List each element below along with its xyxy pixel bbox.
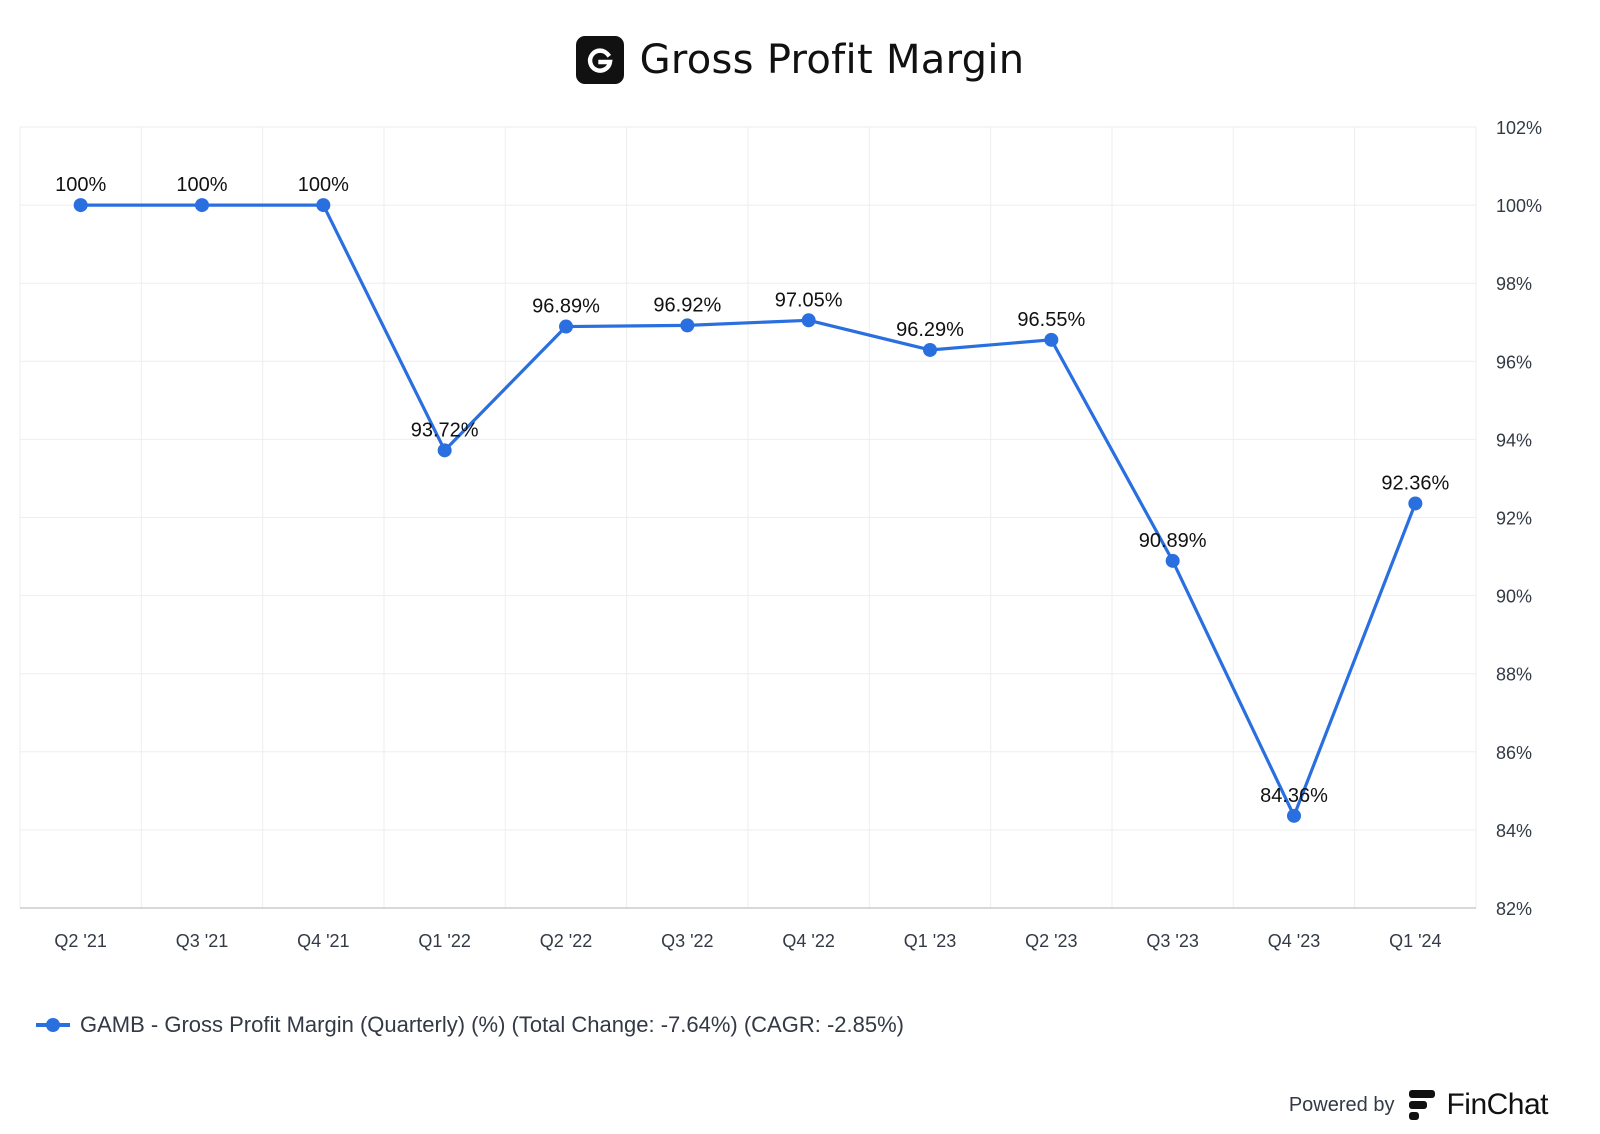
powered-by-text: Powered by — [1288, 1093, 1395, 1116]
x-tick-label: Q2 '23 — [1025, 931, 1077, 951]
x-tick-labels: Q2 '21 Q3 '21 Q4 '21 Q1 '22 Q2 '22 Q3 '22 Q4 '… — [54, 931, 1441, 951]
x-tick-label: Q3 '21 — [176, 931, 228, 951]
finchat-g-logo-icon — [575, 36, 624, 84]
y-tick-label: 92% — [1496, 509, 1532, 529]
y-tick-label: 86% — [1496, 743, 1532, 763]
data-label: 90.89% — [1139, 530, 1207, 552]
data-labels: 100% 100% 100% 93.72% 96.89% 96.92% 97.05% 96.2… — [55, 174, 1449, 807]
data-point — [1287, 808, 1301, 823]
x-tick-label: Q1 '22 — [418, 931, 470, 951]
data-label: 100% — [176, 174, 227, 196]
brand-name: FinChat — [1446, 1088, 1548, 1121]
x-tick-label: Q3 '22 — [661, 931, 713, 951]
chart-canvas: 82% 84% 86% 88% 90% 92% 94% 96% 98% 100% 102% Q2 '… — [19, 118, 1542, 951]
chart-title: Gross Profit Margin — [639, 37, 1025, 83]
data-label: 93.72% — [411, 419, 479, 441]
chart-legend[interactable]: GAMB - Gross Profit Margin (Quarterly) (… — [36, 1012, 904, 1038]
data-point — [195, 198, 209, 213]
legend-series-marker-icon — [36, 1018, 70, 1032]
x-tick-label: Q4 '22 — [782, 931, 834, 951]
x-tick-label: Q2 '22 — [540, 931, 592, 951]
x-tick-label: Q2 '21 — [54, 931, 106, 951]
data-label: 97.05% — [775, 289, 843, 311]
data-label: 92.36% — [1381, 472, 1449, 494]
data-point — [1165, 553, 1180, 568]
data-label: 96.89% — [532, 296, 600, 318]
data-point — [1044, 332, 1059, 347]
y-tick-label: 100% — [1496, 196, 1542, 216]
brand[interactable]: FinChat — [1406, 1088, 1548, 1122]
x-tick-label: Q4 '23 — [1268, 931, 1320, 951]
data-point — [1408, 496, 1423, 511]
data-label: 100% — [298, 174, 349, 196]
footer: Powered by FinChat — [1288, 1088, 1549, 1122]
x-tick-label: Q4 '21 — [297, 931, 349, 951]
grid-lines — [19, 126, 1477, 909]
data-point — [801, 313, 816, 328]
data-point — [559, 319, 573, 334]
y-tick-label: 84% — [1496, 821, 1532, 841]
data-label: 96.92% — [653, 294, 721, 316]
x-tick-label: Q1 '24 — [1389, 931, 1441, 951]
data-label: 96.29% — [896, 319, 964, 341]
data-point — [680, 318, 695, 333]
series-line — [79, 203, 1417, 818]
y-tick-label: 82% — [1496, 899, 1532, 919]
data-point — [316, 198, 331, 213]
data-point — [437, 443, 452, 458]
legend-series-label: GAMB - Gross Profit Margin (Quarterly) (… — [80, 1012, 904, 1037]
data-point — [923, 342, 937, 357]
x-tick-label: Q1 '23 — [904, 931, 956, 951]
finchat-logo-icon — [1409, 1090, 1436, 1120]
data-label: 100% — [55, 174, 106, 196]
y-tick-labels: 82% 84% 86% 88% 90% 92% 94% 96% 98% 100% 102% — [1496, 118, 1542, 919]
chart-header: Gross Profit Margin — [0, 36, 1600, 84]
data-label: 84.36% — [1260, 785, 1328, 807]
data-point — [73, 198, 88, 213]
y-tick-label: 88% — [1496, 665, 1532, 685]
y-tick-label: 98% — [1496, 274, 1532, 294]
y-tick-label: 96% — [1496, 352, 1532, 372]
data-series — [73, 198, 1423, 823]
y-tick-label: 102% — [1496, 118, 1542, 138]
x-tick-label: Q3 '23 — [1146, 931, 1198, 951]
y-tick-label: 90% — [1496, 587, 1532, 607]
y-tick-label: 94% — [1496, 430, 1532, 450]
data-label: 96.55% — [1017, 309, 1085, 331]
